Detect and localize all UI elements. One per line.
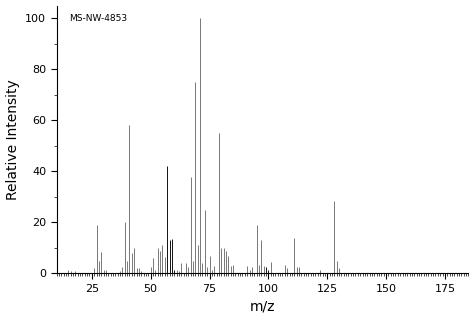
Text: MS-NW-4853: MS-NW-4853 [69, 14, 127, 23]
Y-axis label: Relative Intensity: Relative Intensity [6, 79, 19, 200]
X-axis label: m/z: m/z [250, 300, 275, 314]
